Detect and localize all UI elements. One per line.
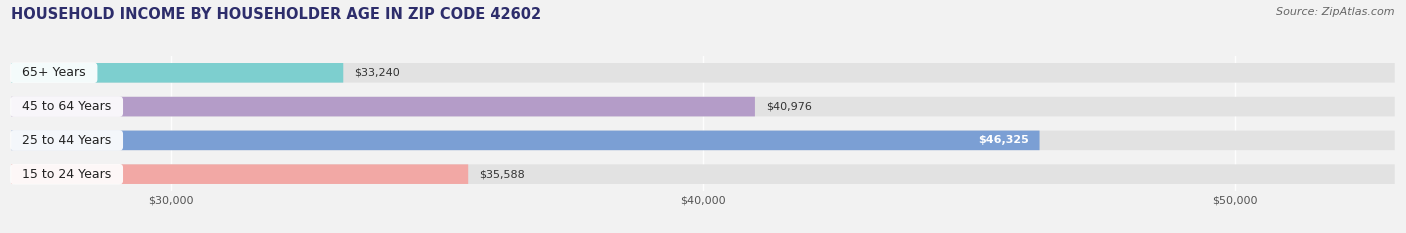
Text: $46,325: $46,325 — [977, 135, 1029, 145]
Text: 65+ Years: 65+ Years — [14, 66, 94, 79]
FancyBboxPatch shape — [11, 164, 468, 184]
FancyBboxPatch shape — [11, 63, 343, 83]
FancyBboxPatch shape — [11, 97, 1395, 116]
Text: 25 to 44 Years: 25 to 44 Years — [14, 134, 120, 147]
FancyBboxPatch shape — [11, 63, 1395, 83]
Text: 45 to 64 Years: 45 to 64 Years — [14, 100, 120, 113]
Text: $33,240: $33,240 — [354, 68, 401, 78]
FancyBboxPatch shape — [11, 130, 1039, 150]
FancyBboxPatch shape — [11, 97, 755, 116]
Text: $35,588: $35,588 — [479, 169, 524, 179]
Text: HOUSEHOLD INCOME BY HOUSEHOLDER AGE IN ZIP CODE 42602: HOUSEHOLD INCOME BY HOUSEHOLDER AGE IN Z… — [11, 7, 541, 22]
FancyBboxPatch shape — [11, 130, 1395, 150]
FancyBboxPatch shape — [11, 164, 1395, 184]
Text: $40,976: $40,976 — [766, 102, 811, 112]
Text: Source: ZipAtlas.com: Source: ZipAtlas.com — [1277, 7, 1395, 17]
Text: 15 to 24 Years: 15 to 24 Years — [14, 168, 120, 181]
